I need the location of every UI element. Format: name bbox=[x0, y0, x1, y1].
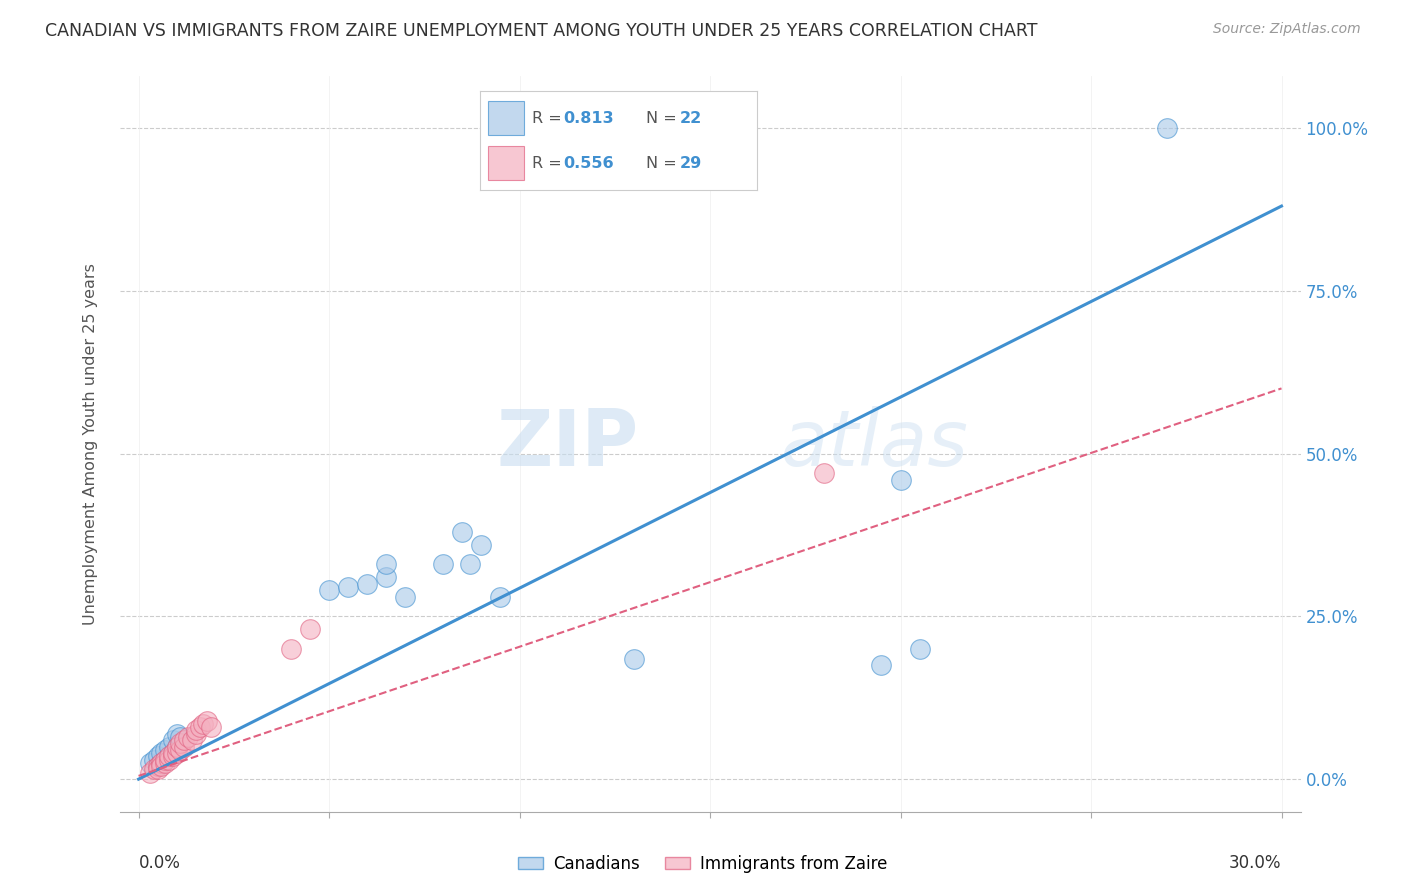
Point bbox=[184, 726, 207, 740]
Point bbox=[169, 743, 191, 757]
Point bbox=[1156, 120, 1178, 135]
Text: 0.0%: 0.0% bbox=[139, 854, 180, 872]
Point bbox=[166, 739, 188, 754]
Point bbox=[146, 759, 169, 773]
Text: Source: ZipAtlas.com: Source: ZipAtlas.com bbox=[1213, 22, 1361, 37]
Point bbox=[150, 756, 173, 770]
Point bbox=[451, 524, 474, 539]
Point bbox=[489, 590, 512, 604]
Point bbox=[908, 641, 931, 656]
Point bbox=[157, 753, 180, 767]
Point bbox=[162, 746, 184, 760]
Point bbox=[173, 739, 195, 754]
Point bbox=[155, 756, 177, 770]
Point bbox=[180, 733, 202, 747]
Point bbox=[173, 733, 195, 747]
Point bbox=[162, 749, 184, 764]
Point bbox=[142, 753, 165, 767]
Point bbox=[193, 716, 215, 731]
Point bbox=[298, 623, 321, 637]
Legend: Canadians, Immigrants from Zaire: Canadians, Immigrants from Zaire bbox=[512, 848, 894, 880]
Point bbox=[166, 726, 188, 740]
Point bbox=[155, 753, 177, 767]
Point bbox=[146, 759, 169, 773]
Point bbox=[150, 759, 173, 773]
Point bbox=[155, 743, 177, 757]
Point bbox=[169, 736, 191, 750]
Point bbox=[870, 658, 893, 673]
Text: atlas: atlas bbox=[780, 406, 969, 482]
Point bbox=[177, 730, 200, 744]
Point bbox=[188, 720, 211, 734]
Point bbox=[146, 749, 169, 764]
Point bbox=[375, 558, 398, 572]
Point bbox=[623, 651, 645, 665]
Point bbox=[139, 765, 162, 780]
Point bbox=[184, 723, 207, 738]
Point bbox=[162, 746, 184, 760]
Text: ZIP: ZIP bbox=[496, 406, 640, 482]
Point bbox=[432, 558, 454, 572]
Point bbox=[200, 720, 222, 734]
Point bbox=[356, 576, 378, 591]
Point bbox=[280, 641, 302, 656]
Point bbox=[162, 733, 184, 747]
Point bbox=[169, 730, 191, 744]
Text: 30.0%: 30.0% bbox=[1229, 854, 1281, 872]
Point bbox=[139, 756, 162, 770]
Point bbox=[318, 583, 340, 598]
Point bbox=[157, 749, 180, 764]
Text: CANADIAN VS IMMIGRANTS FROM ZAIRE UNEMPLOYMENT AMONG YOUTH UNDER 25 YEARS CORREL: CANADIAN VS IMMIGRANTS FROM ZAIRE UNEMPL… bbox=[45, 22, 1038, 40]
Point bbox=[150, 746, 173, 760]
Point bbox=[375, 570, 398, 584]
Point bbox=[166, 739, 188, 754]
Y-axis label: Unemployment Among Youth under 25 years: Unemployment Among Youth under 25 years bbox=[83, 263, 98, 624]
Point bbox=[146, 763, 169, 777]
Point bbox=[150, 756, 173, 770]
Point bbox=[470, 538, 492, 552]
Point bbox=[157, 749, 180, 764]
Point bbox=[394, 590, 416, 604]
Point bbox=[142, 763, 165, 777]
Point bbox=[155, 753, 177, 767]
Point bbox=[813, 466, 835, 480]
Point bbox=[337, 580, 360, 594]
Point bbox=[458, 558, 481, 572]
Point bbox=[157, 739, 180, 754]
Point bbox=[166, 746, 188, 760]
Point bbox=[195, 714, 218, 728]
Point bbox=[889, 473, 911, 487]
